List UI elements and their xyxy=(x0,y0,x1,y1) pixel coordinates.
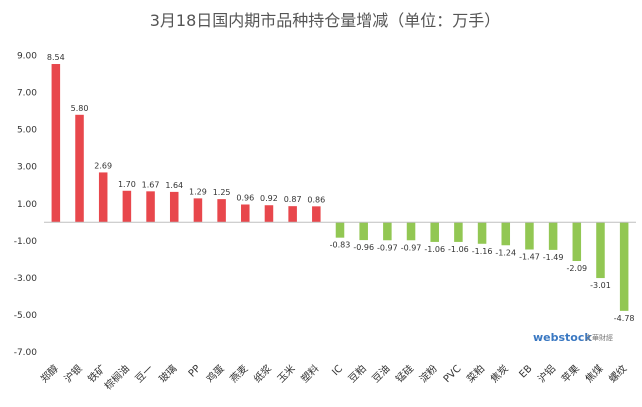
data-label: 0.96 xyxy=(236,193,254,202)
x-tick-label: 沪铝 xyxy=(535,362,558,385)
data-label: -0.97 xyxy=(377,243,398,252)
data-label: -0.83 xyxy=(330,241,351,250)
data-label: -4.78 xyxy=(614,314,635,323)
data-label: -1.06 xyxy=(448,245,469,254)
data-label: -3.01 xyxy=(590,281,611,290)
y-tick-label: 1.00 xyxy=(17,200,37,210)
y-axis: 9.00 7.00 5.00 3.00 1.00 -1.00 -3.00 -5.00 -7.00 xyxy=(14,52,38,359)
data-label: -2.09 xyxy=(566,264,587,273)
data-label: 1.64 xyxy=(165,181,183,190)
x-tick-label: 玻璃 xyxy=(156,362,179,385)
bar xyxy=(572,222,582,262)
x-tick-label: 棕榈油 xyxy=(102,362,132,392)
bar xyxy=(51,64,61,223)
x-tick-label: 纸浆 xyxy=(251,362,274,385)
data-label: -1.24 xyxy=(495,248,516,257)
data-label: -1.16 xyxy=(472,247,493,256)
bar xyxy=(312,206,321,223)
x-tick-label: 豆粕 xyxy=(345,362,368,385)
x-tick-label: 郑醇 xyxy=(38,362,61,385)
data-label: -0.96 xyxy=(353,243,374,252)
y-tick-label: 7.00 xyxy=(17,89,37,99)
x-tick-label: PVC xyxy=(442,363,464,385)
data-label: -1.49 xyxy=(543,253,564,262)
bar xyxy=(501,222,511,246)
data-label: 8.54 xyxy=(47,53,65,62)
y-tick-label: 3.00 xyxy=(17,163,37,173)
x-tick-label: 塑料 xyxy=(298,362,321,385)
data-label: -0.97 xyxy=(401,243,422,252)
watermark-sub: 文華財經 xyxy=(585,333,613,342)
x-tick-label: IC xyxy=(330,363,345,378)
y-tick-label: -1.00 xyxy=(14,237,38,247)
x-tick-label: 鸡蛋 xyxy=(203,362,226,385)
y-tick-label: -7.00 xyxy=(14,348,38,358)
x-tick-label: 玉米 xyxy=(274,362,297,385)
data-label: 1.29 xyxy=(189,187,207,196)
data-label: 2.69 xyxy=(94,161,112,170)
y-tick-label: 5.00 xyxy=(17,126,37,136)
data-label: -1.47 xyxy=(519,253,540,262)
bars xyxy=(51,64,629,311)
x-tick-label: 苹果 xyxy=(559,362,582,385)
x-tick-label: 淀粉 xyxy=(417,362,440,385)
bar xyxy=(169,191,179,223)
x-tick-label: 豆油 xyxy=(369,362,392,385)
watermark-text: webstock xyxy=(533,331,592,344)
bar xyxy=(193,198,203,223)
bar xyxy=(525,222,534,250)
bar xyxy=(406,222,416,241)
bar xyxy=(146,191,155,223)
data-label: 1.25 xyxy=(213,188,231,197)
x-tick-label: 豆一 xyxy=(133,363,156,386)
data-label: 0.92 xyxy=(260,194,278,203)
bar xyxy=(596,222,605,279)
svg-text:webstock: webstock xyxy=(533,331,592,344)
data-label: 0.87 xyxy=(284,195,302,204)
x-tick-label: 螺纹 xyxy=(606,362,629,385)
data-label: 1.67 xyxy=(142,180,160,189)
data-label: -1.06 xyxy=(424,245,445,254)
data-label: 0.86 xyxy=(307,195,325,204)
y-tick-label: -3.00 xyxy=(14,274,38,284)
bar xyxy=(122,190,132,223)
data-label: 1.70 xyxy=(118,180,136,189)
bar xyxy=(335,222,345,238)
y-tick-label: -5.00 xyxy=(14,311,38,321)
bar xyxy=(359,222,368,241)
x-tick-label: 燕麦 xyxy=(228,363,251,386)
chart-title: 3月18日国内期市品种持仓量增减（单位：万手） xyxy=(150,11,501,30)
bar xyxy=(477,222,487,244)
bar xyxy=(619,222,629,311)
bar xyxy=(217,199,226,223)
watermark-logo: webstock 文華財經 xyxy=(533,331,613,344)
x-tick-label: 菜粕 xyxy=(464,362,487,385)
bar xyxy=(454,222,463,242)
bar xyxy=(548,222,558,250)
x-tick-label: 焦煤 xyxy=(582,362,605,385)
bar xyxy=(288,206,297,223)
x-tick-label: 锰硅 xyxy=(393,362,416,385)
x-tick-label: 焦炭 xyxy=(488,362,511,385)
data-labels: 8.54 5.80 2.69 1.70 1.67 1.64 1.29 1.25 0.96 0.92… xyxy=(47,53,635,323)
bar xyxy=(241,204,250,223)
data-label: 5.80 xyxy=(71,104,89,113)
bar xyxy=(430,222,439,242)
y-tick-label: 9.00 xyxy=(17,52,37,62)
x-tick-label: EB xyxy=(517,363,534,380)
bar xyxy=(383,222,392,241)
x-tick-label: PP xyxy=(187,363,203,379)
x-tick-label: 沪银 xyxy=(61,362,84,385)
bar xyxy=(75,114,84,223)
bar xyxy=(98,172,108,223)
bar xyxy=(264,205,274,223)
